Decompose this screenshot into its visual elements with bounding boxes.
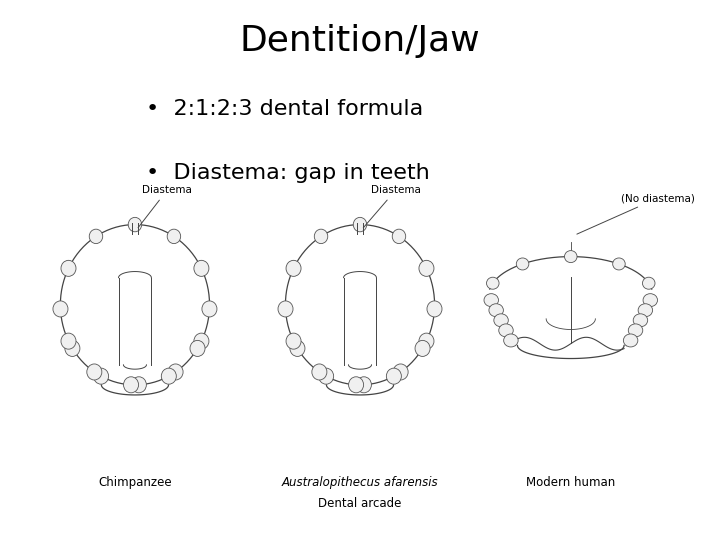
Ellipse shape [65,340,80,356]
Ellipse shape [415,340,430,356]
Ellipse shape [94,368,109,384]
Ellipse shape [87,364,102,380]
Ellipse shape [419,333,434,349]
Ellipse shape [420,261,433,275]
Ellipse shape [504,334,518,347]
Text: Australopithecus afarensis: Australopithecus afarensis [282,476,438,489]
Ellipse shape [194,261,208,275]
Ellipse shape [484,294,498,307]
Ellipse shape [629,324,643,337]
Ellipse shape [53,301,68,317]
Ellipse shape [642,277,655,289]
Ellipse shape [194,260,209,276]
Ellipse shape [168,364,183,380]
Ellipse shape [128,218,142,232]
Text: Modern human: Modern human [526,476,616,489]
Ellipse shape [61,333,76,349]
Ellipse shape [516,258,529,270]
Ellipse shape [643,294,657,307]
Ellipse shape [419,260,434,276]
Ellipse shape [190,340,205,356]
Ellipse shape [131,377,146,393]
Ellipse shape [638,303,652,317]
Ellipse shape [356,377,372,393]
Ellipse shape [499,324,513,337]
Ellipse shape [633,314,648,327]
Ellipse shape [89,229,103,244]
Ellipse shape [564,251,577,262]
Ellipse shape [348,377,364,393]
Ellipse shape [278,301,293,317]
Ellipse shape [392,229,405,244]
Ellipse shape [312,364,327,380]
Ellipse shape [354,218,366,232]
Ellipse shape [613,258,625,270]
Ellipse shape [489,303,503,317]
Ellipse shape [393,364,408,380]
Text: Dental arcade: Dental arcade [318,497,402,510]
Ellipse shape [124,377,138,393]
Text: Dentition/Jaw: Dentition/Jaw [240,24,480,58]
Ellipse shape [167,229,181,244]
Ellipse shape [286,260,301,276]
Ellipse shape [61,260,76,276]
Ellipse shape [427,301,442,317]
Text: Diastema: Diastema [364,185,420,228]
Ellipse shape [494,314,508,327]
Text: Chimpanzee: Chimpanzee [98,476,172,489]
Ellipse shape [487,277,499,289]
Ellipse shape [202,301,217,317]
Ellipse shape [387,368,401,384]
Ellipse shape [286,333,301,349]
Ellipse shape [62,261,75,275]
Ellipse shape [315,229,328,244]
Text: •  2:1:2:3 dental formula: • 2:1:2:3 dental formula [145,99,423,119]
Ellipse shape [624,334,638,347]
Text: (No diastema): (No diastema) [577,193,695,234]
Text: •  Diastema: gap in teeth: • Diastema: gap in teeth [145,163,429,183]
Ellipse shape [287,261,300,275]
Ellipse shape [290,340,305,356]
Ellipse shape [319,368,333,384]
Text: Diastema: Diastema [138,185,192,228]
Ellipse shape [161,368,176,384]
Ellipse shape [194,333,209,349]
